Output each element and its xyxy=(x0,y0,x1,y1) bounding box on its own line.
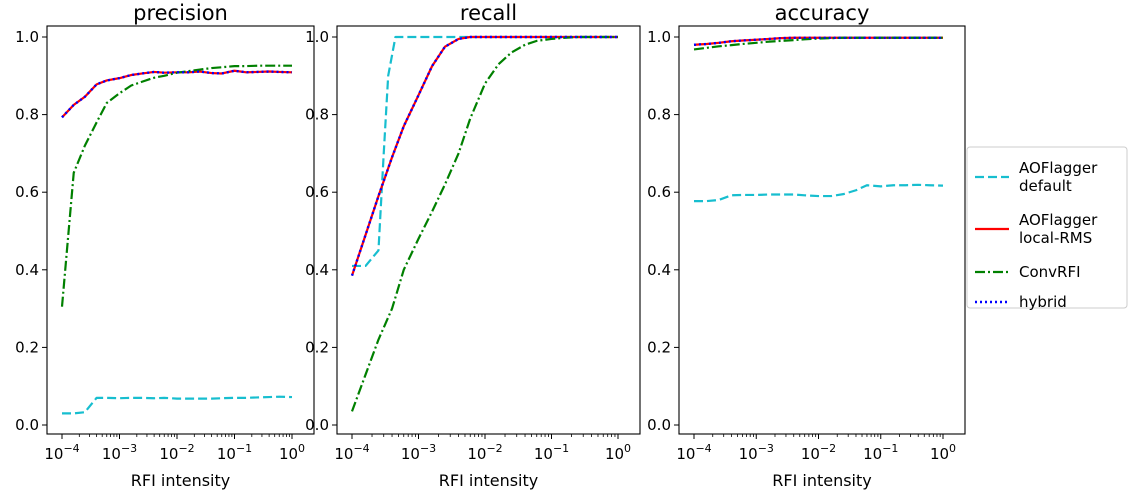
y-tick-label: 0.2 xyxy=(647,338,671,356)
y-tick-label: 1.0 xyxy=(305,28,329,46)
x-tick-label: 100 xyxy=(930,442,956,463)
legend-label: ConvRFI xyxy=(1019,263,1081,281)
y-tick-label: 0.6 xyxy=(15,183,39,201)
x-axis-label: RFI intensity xyxy=(772,471,872,490)
chart-panel-precision: precision 0.0 0.2 0.4 0.6 0.8 1.0 10−4 10−3 10−2 1… xyxy=(15,1,315,490)
x-axis-label: RFI intensity xyxy=(131,471,231,490)
legend-label: AOFlagger default xyxy=(1019,159,1098,195)
y-tick-label: 0.0 xyxy=(647,416,671,434)
x-tick-label: 10−2 xyxy=(159,442,194,463)
x-tick-label: 10−4 xyxy=(334,442,369,463)
x-tick-label: 10−1 xyxy=(863,442,898,463)
axes-frame xyxy=(678,25,966,435)
x-tick-label: 10−4 xyxy=(44,442,79,463)
x-axis-label: RFI intensity xyxy=(439,471,539,490)
y-tick-label: 0.8 xyxy=(305,106,329,124)
legend-frame xyxy=(966,146,1128,309)
y-tick-label: 1.0 xyxy=(647,28,671,46)
y-tick-label: 1.0 xyxy=(15,28,39,46)
legend-label: AOFlagger local-RMS xyxy=(1019,211,1098,247)
x-tick-label: 10−1 xyxy=(217,442,252,463)
series-line xyxy=(350,35,618,412)
x-tick-label: 100 xyxy=(279,442,305,463)
series-line xyxy=(693,36,943,51)
y-tick-label: 0.2 xyxy=(15,338,39,356)
series-line xyxy=(61,69,293,119)
panel-title: precision xyxy=(133,1,228,25)
y-tick-label: 0.4 xyxy=(15,261,39,279)
x-tick-label: 10−3 xyxy=(739,442,774,463)
panel-title: accuracy xyxy=(775,1,870,25)
series-line xyxy=(693,36,943,46)
x-tick-label: 10−1 xyxy=(534,442,569,463)
axes-frame xyxy=(46,25,315,435)
series-line xyxy=(60,64,292,307)
y-tick-label: 0.2 xyxy=(305,338,329,356)
x-tick-label: 10−3 xyxy=(401,442,436,463)
y-tick-label: 0.4 xyxy=(647,261,671,279)
y-tick-label: 0.6 xyxy=(647,183,671,201)
y-tick-label: 0.8 xyxy=(15,106,39,124)
x-tick-label: 10−3 xyxy=(102,442,137,463)
y-tick-label: 0.6 xyxy=(305,183,329,201)
legend-label: hybrid xyxy=(1019,293,1067,311)
series-line xyxy=(61,69,293,119)
legend: AOFlagger default AOFlagger local-RMS ConvRF… xyxy=(966,146,1128,311)
x-tick-label: 10−2 xyxy=(467,442,502,463)
series-line xyxy=(62,395,293,415)
y-tick-label: 0.8 xyxy=(647,106,671,124)
series-line xyxy=(352,35,618,268)
y-tick-label: 0.4 xyxy=(305,261,329,279)
x-tick-label: 10−2 xyxy=(801,442,836,463)
x-tick-label: 100 xyxy=(605,442,631,463)
series-line xyxy=(350,35,618,276)
panel-title: recall xyxy=(460,1,517,25)
chart-panel-recall: recall 0.0 0.2 0.4 0.6 0.8 1.0 10−4 10−3 10−2 10−1… xyxy=(305,1,641,490)
chart-panel-accuracy: accuracy 0.0 0.2 0.4 0.6 0.8 1.0 10−4 10−3 10−2 10… xyxy=(647,1,966,490)
y-tick-label: 0.0 xyxy=(305,416,329,434)
x-tick-label: 10−4 xyxy=(676,442,711,463)
axes-frame xyxy=(336,25,641,435)
series-line xyxy=(694,183,944,203)
y-tick-label: 0.0 xyxy=(15,416,39,434)
